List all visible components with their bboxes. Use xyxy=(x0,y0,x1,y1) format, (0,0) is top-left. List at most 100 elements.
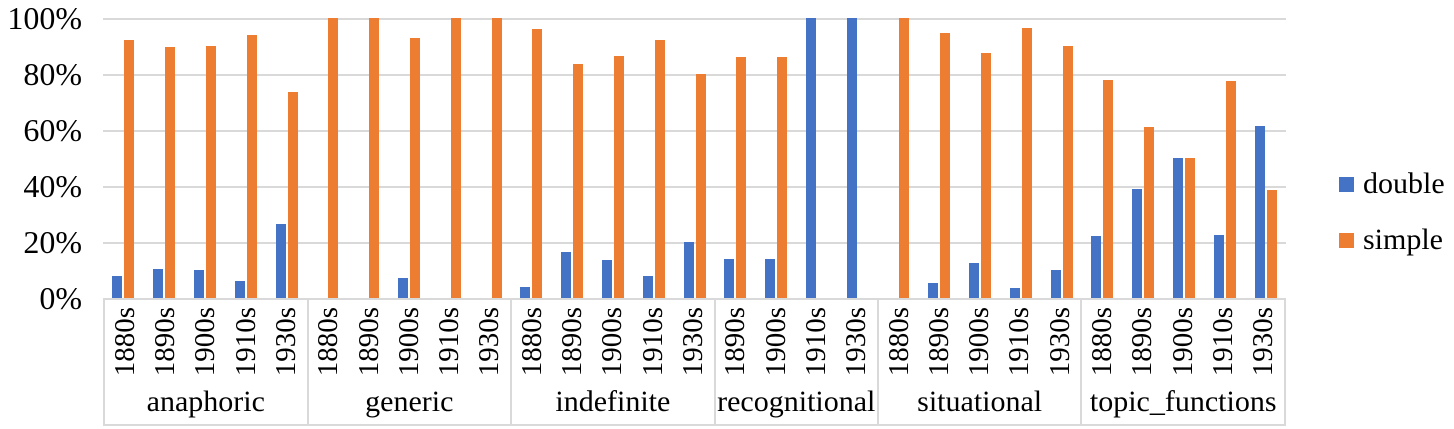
decade-labels-recognitional: 1890s 1900s 1910s 1930s xyxy=(716,300,877,384)
x-tick-label-indefinite-1910s: 1910s xyxy=(636,307,669,377)
bar-simple-topic_functions-1890s xyxy=(1144,127,1155,298)
x-group-label-generic: generic xyxy=(365,385,454,418)
x-tick-label-generic-1900s: 1900s xyxy=(392,307,425,377)
bar-pair-anaphoric-1900s xyxy=(185,18,226,298)
bar-pair-indefinite-1880s xyxy=(511,18,552,298)
x-tick-label-indefinite-1930s: 1930s xyxy=(677,307,709,377)
bar-pair-recognitional-1910s xyxy=(797,18,838,298)
x-tick-label-generic-1890s: 1890s xyxy=(352,307,385,377)
decade-cell-topic_functions-1890s: 1890s xyxy=(1123,300,1163,384)
bar-pair-situational-1910s xyxy=(1000,18,1041,298)
bar-simple-anaphoric-1910s xyxy=(246,34,257,298)
decade-cell-anaphoric-1910s: 1910s xyxy=(226,300,266,384)
bar-simple-indefinite-1880s xyxy=(532,29,543,298)
bar-simple-generic-1910s xyxy=(450,18,461,298)
decade-cell-generic-1930s: 1930s xyxy=(470,300,510,384)
x-tick-label-recognitional-1910s: 1910s xyxy=(799,307,832,377)
decade-cell-topic_functions-1930s: 1930s xyxy=(1244,300,1284,384)
bar-double-indefinite-1900s xyxy=(601,260,612,298)
decade-cell-indefinite-1890s: 1890s xyxy=(552,300,592,384)
bar-double-recognitional-1910s xyxy=(805,18,816,298)
bar-double-topic_functions-1890s xyxy=(1132,188,1143,298)
x-group-label-recognitional: recognitional xyxy=(717,385,876,418)
decade-cell-situational-1930s: 1930s xyxy=(1040,300,1080,384)
x-group-indefinite: 1880s 1890s 1900s 1910s 1930s indefinite xyxy=(510,300,714,424)
gridline-40 xyxy=(103,186,1286,188)
decade-cell-situational-1900s: 1900s xyxy=(960,300,1000,384)
bar-simple-recognitional-1890s xyxy=(736,57,747,298)
decade-cell-anaphoric-1900s: 1900s xyxy=(186,300,226,384)
decade-cell-generic-1890s: 1890s xyxy=(349,300,389,384)
bar-double-situational-1900s xyxy=(969,263,980,298)
gridline-20 xyxy=(103,242,1286,244)
y-tick-label-40: 40% xyxy=(23,168,82,204)
bar-double-situational-1930s xyxy=(1050,270,1061,298)
bar-double-anaphoric-1880s xyxy=(112,275,123,298)
decade-cell-recognitional-1900s: 1900s xyxy=(756,300,796,384)
bar-simple-indefinite-1910s xyxy=(654,40,665,298)
legend-label-double: double xyxy=(1363,167,1445,200)
bar-simple-situational-1890s xyxy=(940,33,951,298)
x-group-label-situational: situational xyxy=(917,385,1043,418)
bar-simple-topic_functions-1910s xyxy=(1225,81,1236,298)
bar-simple-situational-1910s xyxy=(1021,27,1032,298)
bar-simple-situational-1900s xyxy=(981,53,992,298)
decade-cell-recognitional-1910s: 1910s xyxy=(796,300,836,384)
bar-group-situational xyxy=(878,18,1082,298)
bars-row xyxy=(103,18,1286,298)
y-tick-label-20: 20% xyxy=(23,224,82,260)
bar-pair-topic_functions-1880s xyxy=(1082,18,1123,298)
decade-cell-anaphoric-1930s: 1930s xyxy=(266,300,306,384)
bar-double-recognitional-1890s xyxy=(724,258,735,298)
bar-pair-indefinite-1910s xyxy=(633,18,674,298)
x-group-anaphoric: 1880s 1890s 1900s 1910s 1930s anaphoric xyxy=(105,300,307,424)
legend-item-simple: simple xyxy=(1339,224,1445,256)
bar-double-topic_functions-1880s xyxy=(1091,236,1102,298)
bar-double-recognitional-1900s xyxy=(765,258,776,298)
legend-swatch-double xyxy=(1339,176,1354,192)
bar-simple-generic-1930s xyxy=(491,18,502,298)
bar-simple-anaphoric-1930s xyxy=(287,92,298,298)
x-group-recognitional: 1890s 1900s 1910s 1930s recognitional xyxy=(713,300,877,424)
bar-simple-generic-1900s xyxy=(409,37,420,298)
x-tick-label-situational-1880s: 1880s xyxy=(882,307,915,377)
decade-cell-generic-1910s: 1910s xyxy=(429,300,469,384)
bar-simple-anaphoric-1900s xyxy=(205,46,216,298)
x-tick-label-anaphoric-1900s: 1900s xyxy=(189,307,222,377)
decade-cell-situational-1890s: 1890s xyxy=(919,300,959,384)
bar-pair-situational-1930s xyxy=(1041,18,1082,298)
gridline-60 xyxy=(103,130,1286,132)
x-group-situational: 1880s 1890s 1900s 1910s 1930s situational xyxy=(876,300,1081,424)
x-tick-label-indefinite-1880s: 1880s xyxy=(515,307,548,377)
bar-pair-topic_functions-1930s xyxy=(1245,18,1286,298)
gridline-80 xyxy=(103,74,1286,76)
decade-cell-recognitional-1930s: 1930s xyxy=(837,300,877,384)
x-group-label-anaphoric: anaphoric xyxy=(146,385,265,418)
decade-labels-anaphoric: 1880s 1890s 1900s 1910s 1930s xyxy=(105,300,307,384)
bar-simple-situational-1930s xyxy=(1062,46,1073,298)
x-tick-label-anaphoric-1890s: 1890s xyxy=(148,307,181,377)
bar-pair-generic-1900s xyxy=(389,18,430,298)
x-tick-label-topic_functions-1910s: 1910s xyxy=(1207,307,1240,377)
x-tick-label-anaphoric-1880s: 1880s xyxy=(108,307,141,377)
bar-pair-situational-1880s xyxy=(878,18,919,298)
decade-cell-anaphoric-1890s: 1890s xyxy=(145,300,185,384)
bar-group-topic_functions xyxy=(1082,18,1286,298)
bar-double-indefinite-1910s xyxy=(642,275,653,298)
decade-cell-indefinite-1900s: 1900s xyxy=(593,300,633,384)
bar-pair-recognitional-1900s xyxy=(756,18,797,298)
x-tick-label-topic_functions-1930s: 1930s xyxy=(1247,307,1280,377)
bar-pair-generic-1930s xyxy=(470,18,511,298)
bar-double-anaphoric-1890s xyxy=(153,268,164,298)
decade-labels-situational: 1880s 1890s 1900s 1910s 1930s xyxy=(879,300,1081,384)
bar-simple-recognitional-1900s xyxy=(777,57,788,298)
bar-group-anaphoric xyxy=(103,18,307,298)
y-tick-label-100: 100% xyxy=(7,0,82,36)
x-tick-label-indefinite-1890s: 1890s xyxy=(556,307,589,377)
bar-simple-topic_functions-1900s xyxy=(1185,158,1196,298)
bar-pair-topic_functions-1890s xyxy=(1123,18,1164,298)
x-tick-label-situational-1910s: 1910s xyxy=(1003,307,1036,377)
bar-double-anaphoric-1900s xyxy=(193,270,204,298)
bar-double-topic_functions-1900s xyxy=(1173,158,1184,298)
